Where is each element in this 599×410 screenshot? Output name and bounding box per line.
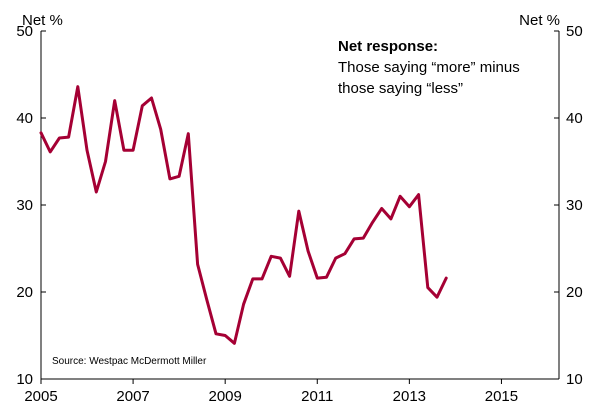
axes (40, 30, 560, 384)
x-tick-label: 2011 (301, 388, 333, 405)
y-axis-unit-left: Net % (22, 12, 63, 29)
y-tick-label-left: 40 (16, 110, 33, 127)
y-tick-label-left: 10 (16, 371, 33, 388)
x-tick-label: 2007 (116, 388, 149, 405)
annotation-line-2: those saying “less” (338, 80, 463, 97)
y-tick-label-right: 40 (566, 110, 583, 127)
annotation-title: Net response: (338, 38, 438, 55)
y-axis-unit-right: Net % (519, 12, 560, 29)
y-tick-label-left: 20 (16, 284, 33, 301)
y-tick-label-right: 30 (566, 197, 583, 214)
y-tick-label-right: 10 (566, 371, 583, 388)
tick-labels: 10 10 20 20 30 30 40 40 50 50 2005 2007 2009 2011 2013… (16, 23, 582, 405)
source-note: Source: Westpac McDermott Miller (52, 356, 207, 367)
y-tick-label-right: 50 (566, 23, 583, 40)
x-tick-label: 2005 (24, 388, 57, 405)
series-layer (39, 85, 448, 345)
x-tick-label: 2013 (393, 388, 426, 405)
x-tick-label: 2015 (485, 388, 518, 405)
y-tick-label-left: 50 (16, 23, 33, 40)
series-line (39, 85, 448, 345)
annotation-line-1: Those saying “more” minus (338, 59, 520, 76)
y-tick-label-right: 20 (566, 284, 583, 301)
y-tick-label-left: 30 (16, 197, 33, 214)
x-tick-label: 2009 (208, 388, 241, 405)
